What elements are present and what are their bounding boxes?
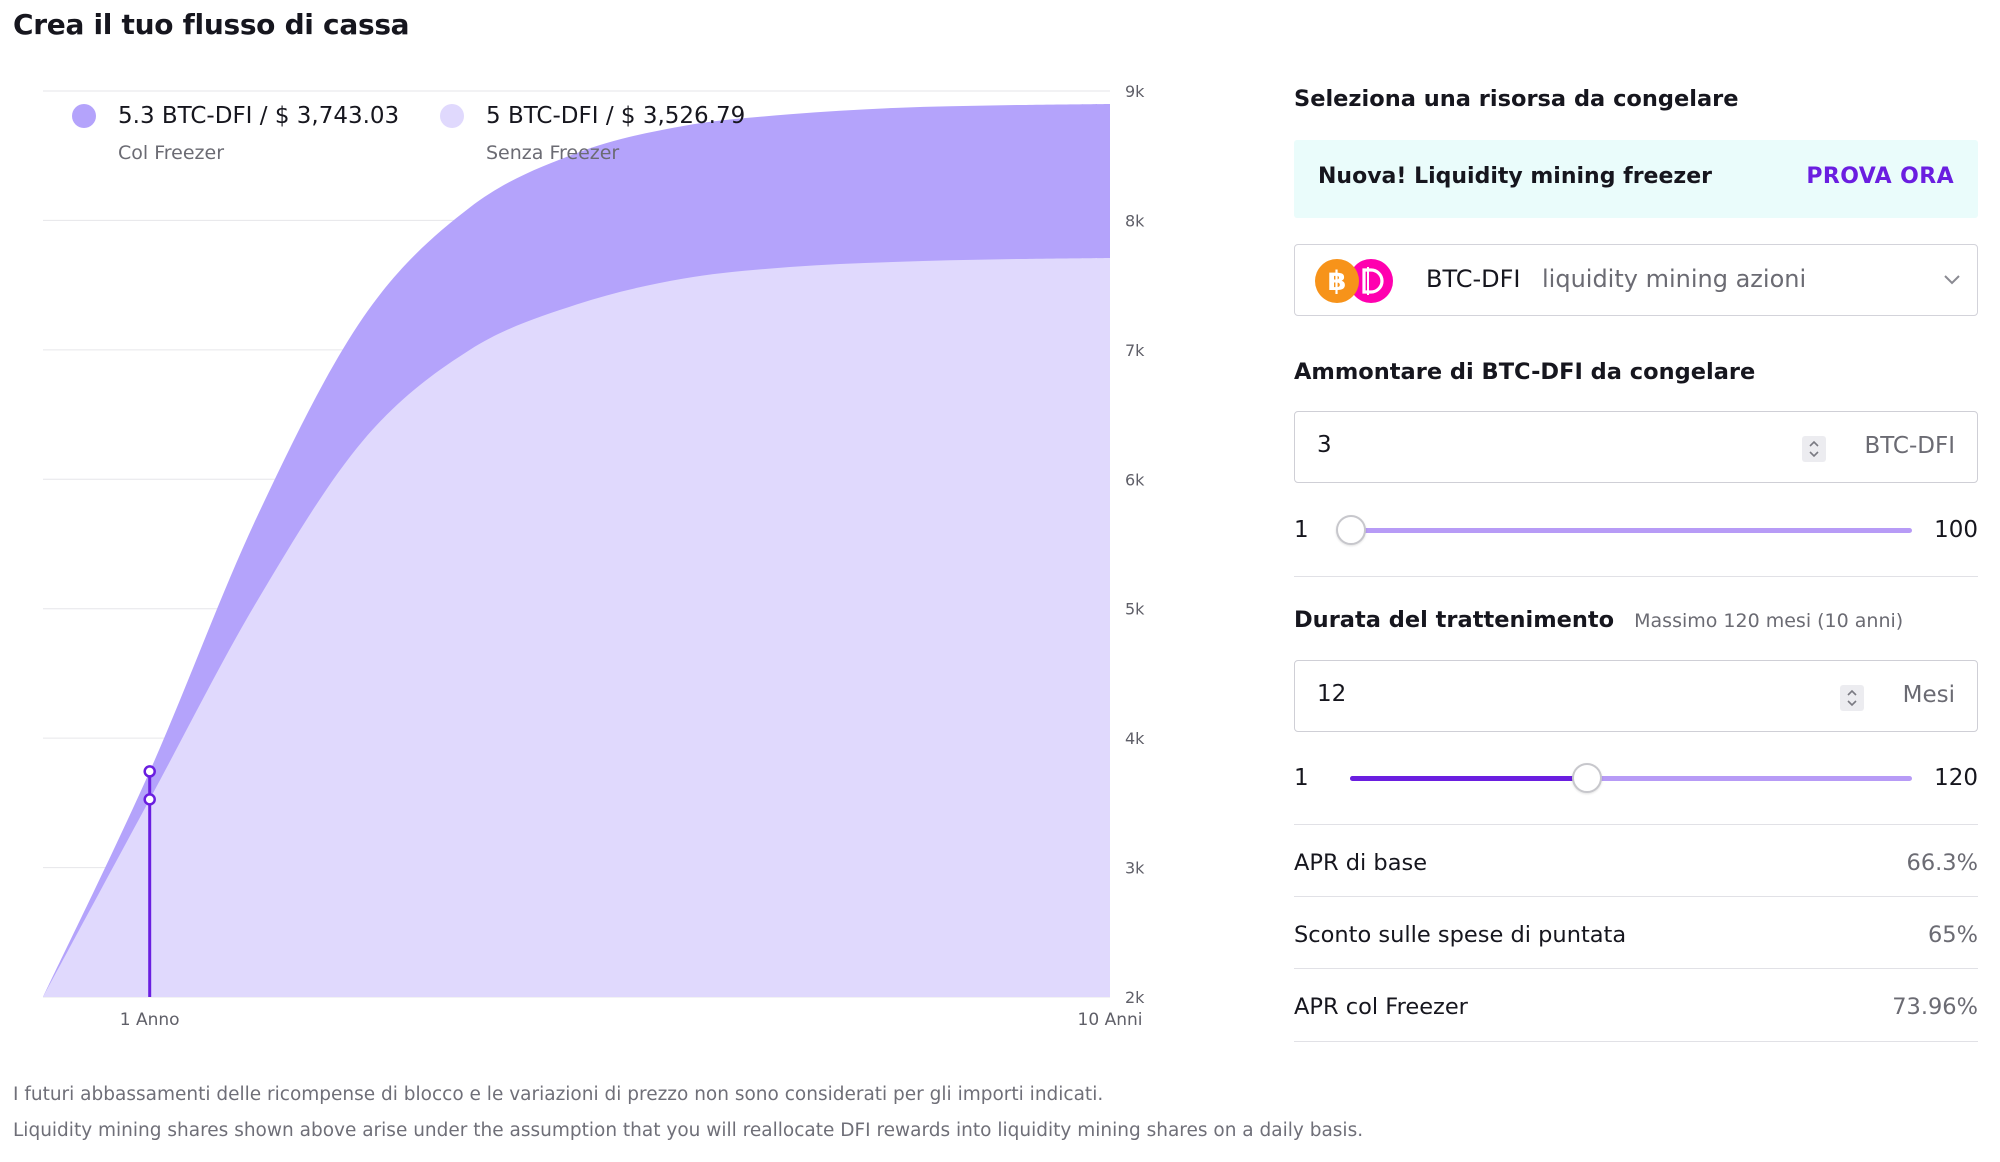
stat-base-apr: APR di base 66.3% — [1294, 842, 1978, 882]
legend-swatch-senza-freezer — [440, 104, 464, 128]
amount-slider-track[interactable] — [1336, 515, 1912, 545]
asset-select[interactable]: ฿ BTC-DFI liquidity mining azioni — [1294, 244, 1978, 316]
duration-slider-fill — [1350, 776, 1587, 781]
divider — [1294, 824, 1978, 825]
divider — [1294, 576, 1978, 577]
duration-value[interactable]: 12 — [1317, 681, 1347, 707]
stat-label: Sconto sulle spese di puntata — [1294, 922, 1627, 948]
duration-slider-track[interactable] — [1350, 763, 1912, 793]
marker-point-senza-freezer — [143, 793, 156, 806]
duration-slider-min: 1 — [1294, 765, 1309, 791]
y-tick-label: 8k — [1125, 211, 1145, 230]
legend-caption-senza-freezer: Senza Freezer — [486, 142, 620, 164]
series-area-senza-freezer — [43, 257, 1110, 997]
duration-unit: Mesi — [1902, 682, 1955, 708]
amount-stepper-icon[interactable] — [1802, 436, 1826, 462]
amount-input[interactable]: 3 BTC-DFI — [1294, 411, 1978, 483]
y-tick-label: 7k — [1125, 341, 1145, 360]
asset-pair: BTC-DFI — [1426, 265, 1521, 293]
try-now-link[interactable]: PROVA ORA — [1806, 164, 1954, 189]
x-tick-label: 1 Anno — [120, 1010, 180, 1030]
cashflow-chart: 2k 3k 4k 5k 6k 7k 8k 9k 1 Anno 10 Anni — [43, 82, 1145, 1030]
duration-slider-max: 120 — [1934, 765, 1978, 791]
y-tick-label: 6k — [1125, 470, 1145, 489]
y-tick-label: 9k — [1125, 82, 1145, 101]
legend-swatch-col-freezer — [72, 104, 96, 128]
legend-caption-col-freezer: Col Freezer — [118, 142, 225, 164]
chevron-down-icon — [1943, 271, 1961, 290]
duration-hint: Massimo 120 mesi (10 anni) — [1634, 610, 1904, 632]
y-tick-label: 5k — [1125, 600, 1145, 619]
footnote-liquidity-mining: Liquidity mining shares shown above aris… — [13, 1120, 1364, 1141]
duration-label: Durata del trattenimento Massimo 120 mesi… — [1294, 607, 1903, 633]
footnote-block-rewards: I futuri abbassamenti delle ricompense d… — [13, 1084, 1104, 1105]
svg-text:฿: ฿ — [1328, 266, 1347, 297]
legend-value-col-freezer: 5.3 BTC-DFI / $ 3,743.03 — [118, 103, 400, 129]
page-title: Crea il tuo flusso di cassa — [13, 8, 410, 41]
amount-value[interactable]: 3 — [1317, 432, 1332, 458]
marker-point-col-freezer — [143, 765, 156, 778]
duration-input[interactable]: 12 Mesi — [1294, 660, 1978, 732]
divider — [1294, 968, 1978, 969]
stat-value: 73.96% — [1892, 994, 1978, 1020]
duration-label-text: Durata del trattenimento — [1294, 607, 1615, 633]
freezer-settings-panel: Seleziona una risorsa da congelare Nuova… — [1294, 0, 1979, 1162]
promo-text: Nuova! Liquidity mining freezer — [1318, 164, 1712, 189]
promo-banner: Nuova! Liquidity mining freezer PROVA OR… — [1294, 140, 1978, 218]
y-tick-label: 2k — [1125, 988, 1145, 1007]
x-tick-label: 10 Anni — [1078, 1010, 1143, 1030]
amount-slider-max: 100 — [1934, 517, 1978, 543]
y-tick-label: 3k — [1125, 859, 1145, 878]
stat-value: 65% — [1927, 922, 1978, 948]
amount-label: Ammontare di BTC-DFI da congelare — [1294, 359, 1756, 385]
divider — [1294, 896, 1978, 897]
duration-stepper-icon[interactable] — [1840, 685, 1864, 711]
duration-slider[interactable]: 1 120 — [1294, 758, 1978, 798]
stat-label: APR col Freezer — [1294, 994, 1468, 1020]
stat-staking-discount: Sconto sulle spese di puntata 65% — [1294, 914, 1978, 954]
amount-unit: BTC-DFI — [1864, 433, 1955, 459]
y-tick-label: 4k — [1125, 729, 1145, 748]
duration-slider-handle[interactable] — [1572, 763, 1603, 793]
stat-value: 66.3% — [1906, 850, 1978, 876]
amount-slider-handle[interactable] — [1336, 515, 1366, 545]
asset-description: liquidity mining azioni — [1542, 265, 1807, 293]
select-resource-label: Seleziona una risorsa da congelare — [1294, 86, 1739, 112]
bitcoin-icon: ฿ — [1315, 259, 1359, 303]
stat-label: APR di base — [1294, 850, 1428, 876]
divider — [1294, 1041, 1978, 1042]
stat-freezer-apr: APR col Freezer 73.96% — [1294, 986, 1978, 1026]
legend-value-senza-freezer: 5 BTC-DFI / $ 3,526.79 — [486, 103, 746, 129]
amount-slider[interactable]: 1 100 — [1294, 510, 1978, 550]
amount-slider-min: 1 — [1294, 517, 1309, 543]
